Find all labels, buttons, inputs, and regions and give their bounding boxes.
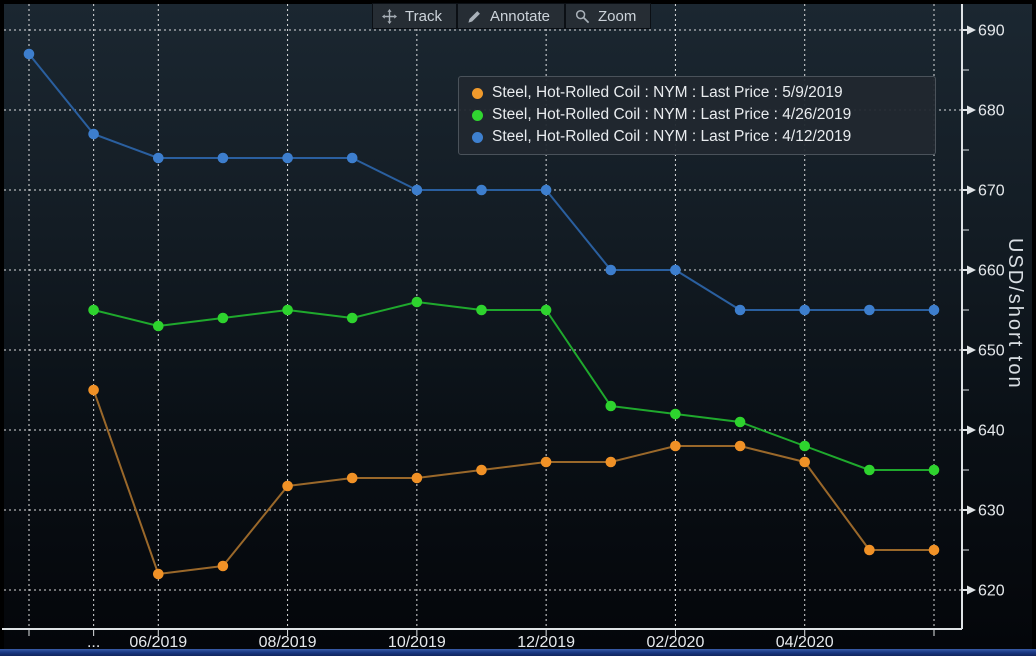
zoom-button[interactable]: Zoom [566, 4, 651, 28]
pencil-icon [467, 9, 482, 24]
track-button[interactable]: Track [373, 4, 456, 28]
data-point [734, 416, 746, 428]
series-marker-icon [472, 87, 483, 99]
data-point [928, 464, 940, 476]
bottom-accent-bar [0, 649, 1036, 656]
tick-arrow-icon [967, 105, 976, 115]
y-axis-title: USD/short ton [1004, 238, 1026, 390]
data-point [540, 304, 552, 316]
data-point [864, 544, 875, 556]
tick-arrow-icon [967, 25, 976, 35]
x-tick-label: 02/2020 [647, 634, 705, 651]
data-point [605, 264, 617, 276]
legend-item-label: Steel, Hot-Rolled Coil : NYM : Last Pric… [492, 84, 843, 101]
chart-toolbar: Track Annotate Zoom [372, 3, 652, 29]
data-point [282, 304, 293, 316]
series-marker-icon [472, 109, 483, 121]
series-5-9-2019-line [92, 389, 934, 575]
data-point [476, 464, 487, 476]
legend-item-label: Steel, Hot-Rolled Coil : NYM : Last Pric… [492, 128, 852, 145]
y-tick-label: 650 [978, 343, 1005, 360]
data-point [864, 464, 875, 476]
data-point [605, 400, 617, 412]
x-tick-label: ... [87, 634, 100, 651]
data-point [799, 304, 810, 316]
y-tick-label: 620 [978, 583, 1005, 600]
data-point [864, 304, 875, 316]
series-5-9-2019[interactable] [88, 384, 940, 580]
y-tick-label: 630 [978, 503, 1005, 520]
data-point [88, 128, 99, 140]
data-point [734, 304, 746, 316]
data-point [799, 456, 810, 468]
data-point [670, 440, 681, 452]
series-4-12-2019[interactable] [23, 48, 940, 316]
tick-arrow-icon [967, 185, 976, 195]
data-point [411, 184, 423, 196]
zoom-button-label: Zoom [598, 7, 637, 25]
tick-arrow-icon [967, 425, 976, 435]
y-axis: 620 630 640 650 660 670 680 690 [962, 23, 1005, 600]
legend-item-series-5-9-2019[interactable]: Steel, Hot-Rolled Coil : NYM : Last Pric… [472, 82, 935, 104]
data-point [670, 408, 681, 420]
data-point [346, 472, 358, 484]
tick-arrow-icon [967, 265, 976, 275]
x-axis: ... 06/2019 08/2019 10/2019 12/2019 02/2020 04… [28, 629, 935, 651]
data-point [23, 48, 35, 60]
data-point [540, 456, 552, 468]
gridlines [4, 4, 962, 629]
data-point [346, 312, 358, 324]
tick-arrow-icon [967, 505, 976, 515]
data-point [153, 568, 164, 580]
data-point [799, 440, 810, 452]
data-point [282, 480, 293, 492]
x-tick-label: 06/2019 [129, 634, 187, 651]
tick-arrow-icon [967, 345, 976, 355]
track-button-label: Track [405, 7, 442, 25]
axes [2, 4, 963, 630]
annotate-button[interactable]: Annotate [457, 4, 565, 28]
move-icon [382, 8, 397, 24]
data-point [88, 384, 99, 396]
y-tick-label: 670 [978, 183, 1005, 200]
y-tick-label: 640 [978, 423, 1005, 440]
data-point [476, 304, 487, 316]
y-tick-label: 680 [978, 103, 1005, 120]
data-point [88, 304, 99, 316]
x-tick-label: 04/2020 [776, 634, 834, 651]
series-4-26-2019-line [93, 301, 934, 471]
magnifier-icon [575, 9, 590, 24]
data-point [217, 560, 229, 572]
data-point [217, 152, 229, 164]
series-marker-icon [472, 131, 483, 143]
data-point [605, 456, 617, 468]
series-4-26-2019[interactable] [88, 296, 940, 476]
x-tick-label: 10/2019 [388, 634, 446, 651]
data-point [411, 472, 423, 484]
data-point [734, 440, 746, 452]
y-tick-label: 660 [978, 263, 1005, 280]
data-point [476, 184, 487, 196]
data-point [217, 312, 229, 324]
data-point [153, 320, 164, 332]
annotate-button-label: Annotate [489, 7, 551, 25]
legend-item-series-4-26-2019[interactable]: Steel, Hot-Rolled Coil : NYM : Last Pric… [472, 104, 935, 126]
data-point [540, 184, 552, 196]
tick-arrow-icon [967, 585, 976, 595]
data-point [928, 304, 940, 316]
data-point [928, 544, 940, 556]
data-point [282, 152, 293, 164]
data-point [411, 296, 423, 308]
data-point [153, 152, 164, 164]
y-tick-label: 690 [978, 23, 1005, 40]
x-tick-label: 12/2019 [517, 634, 575, 651]
chart-legend: Steel, Hot-Rolled Coil : NYM : Last Pric… [458, 76, 936, 155]
x-tick-label: 08/2019 [259, 634, 317, 651]
data-point [346, 152, 358, 164]
data-point [670, 264, 681, 276]
legend-item-series-4-12-2019[interactable]: Steel, Hot-Rolled Coil : NYM : Last Pric… [472, 126, 935, 148]
legend-item-label: Steel, Hot-Rolled Coil : NYM : Last Pric… [492, 106, 852, 123]
